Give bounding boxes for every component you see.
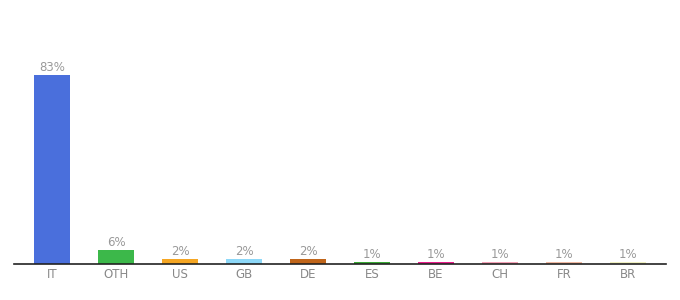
Bar [418, 262, 454, 264]
Text: 6%: 6% [107, 236, 125, 249]
Text: 1%: 1% [426, 248, 445, 261]
Bar [99, 250, 133, 264]
Text: 1%: 1% [619, 248, 637, 261]
Bar [547, 262, 581, 264]
Bar [611, 262, 645, 264]
Text: 1%: 1% [362, 248, 381, 261]
Text: 1%: 1% [555, 248, 573, 261]
Text: 83%: 83% [39, 61, 65, 74]
Text: 2%: 2% [299, 245, 318, 258]
Bar [163, 260, 198, 264]
Text: 2%: 2% [235, 245, 254, 258]
Bar [354, 262, 390, 264]
Bar [482, 262, 517, 264]
Bar [35, 75, 69, 264]
Text: 2%: 2% [171, 245, 189, 258]
Bar [226, 260, 262, 264]
Text: 1%: 1% [491, 248, 509, 261]
Bar [290, 260, 326, 264]
